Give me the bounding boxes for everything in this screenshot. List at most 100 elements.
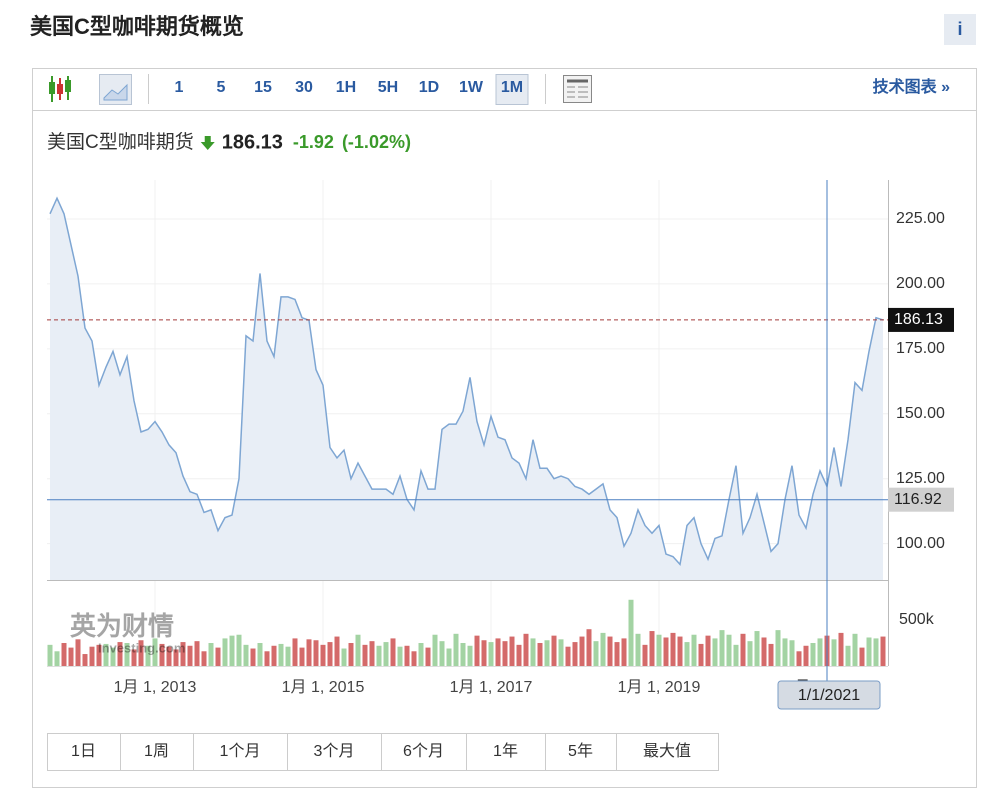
interval-button[interactable]: 1H	[336, 79, 356, 96]
last-price-label: 186.13	[894, 311, 943, 328]
volume-bar	[446, 648, 452, 666]
quote-change: -1.92	[293, 132, 334, 152]
volume-bar	[831, 639, 837, 666]
title: 美国C型咖啡期货概览	[30, 14, 244, 39]
volume-bar	[369, 641, 375, 666]
interval-button[interactable]: 1D	[419, 79, 439, 96]
volume-bar	[68, 647, 74, 666]
volume-bar	[572, 642, 578, 666]
volume-bar	[166, 646, 172, 666]
quote-last: 186.13	[222, 131, 283, 153]
volume-bar	[740, 633, 746, 666]
volume-bar	[670, 632, 676, 666]
interval-button[interactable]: 1	[175, 79, 184, 96]
interval-selected	[495, 74, 529, 105]
interval-button[interactable]: 5	[217, 79, 226, 96]
volume-bar	[418, 643, 424, 666]
volume-bar	[747, 641, 753, 666]
volume-bar	[243, 644, 249, 666]
info-icon[interactable]: i	[957, 19, 962, 39]
volume-bar	[642, 644, 648, 666]
volume-bar	[719, 630, 725, 666]
volume-bar	[425, 647, 431, 666]
volume-bar	[593, 641, 599, 666]
volume-bar	[467, 645, 473, 666]
volume-bar	[236, 634, 242, 666]
range-button[interactable]	[193, 733, 288, 771]
volume-bar	[334, 636, 340, 666]
range-label[interactable]: 5年	[568, 742, 593, 760]
volume-bar	[516, 644, 522, 666]
volume-bar	[677, 636, 683, 666]
candle-icon[interactable]	[49, 76, 71, 102]
range-button[interactable]	[287, 733, 382, 771]
range-button[interactable]	[616, 733, 719, 771]
y-tick-label: 150.00	[896, 405, 945, 422]
volume-bar	[845, 645, 851, 666]
volume-bar	[103, 643, 109, 666]
volume-bar	[250, 648, 256, 666]
volume-bar	[852, 633, 858, 666]
volume-bar	[768, 643, 774, 666]
range-label[interactable]: 最大值	[643, 742, 691, 760]
technical-link[interactable]: 技术图表 »	[873, 77, 950, 96]
volume-bar	[180, 642, 186, 666]
range-label[interactable]: 1日	[71, 743, 96, 760]
info-button[interactable]	[944, 14, 976, 45]
range-button[interactable]	[545, 733, 617, 771]
interval-button[interactable]: 15	[254, 79, 272, 96]
volume-bar	[817, 638, 823, 666]
volume-bar	[495, 638, 501, 666]
volume-bar	[229, 635, 235, 666]
volume-bar	[215, 647, 221, 666]
range-label[interactable]: 1个月	[220, 742, 261, 760]
volume-bar	[607, 636, 613, 666]
volume-bar	[285, 646, 291, 666]
range-label[interactable]: 3个月	[314, 742, 355, 760]
volume-bar	[320, 644, 326, 666]
volume-tick-label: 500k	[899, 611, 935, 628]
volume-bar	[782, 638, 788, 666]
table-icon[interactable]	[563, 75, 592, 103]
y-tick-label: 125.00	[896, 470, 945, 487]
y-tick-label: 200.00	[896, 275, 945, 292]
range-button[interactable]	[47, 733, 121, 771]
volume-bar	[509, 636, 515, 666]
volume-bar	[866, 637, 872, 666]
volume-bar	[859, 647, 865, 666]
range-label[interactable]: 1年	[493, 742, 518, 760]
volume-bar	[635, 633, 641, 666]
volume-bar	[726, 634, 732, 666]
volume-bar	[383, 642, 389, 666]
crosshair-y-box	[888, 487, 954, 512]
volume-bar	[558, 639, 564, 666]
volume-bar	[82, 654, 88, 666]
range-button[interactable]	[120, 733, 194, 771]
volume-bar	[404, 645, 410, 666]
interval-button[interactable]: 1W	[459, 79, 484, 96]
volume-bar	[411, 651, 417, 666]
interval-button[interactable]: 5H	[378, 79, 398, 96]
range-label[interactable]: 6个月	[403, 742, 444, 760]
x-tick-label: 1月 1, 2013	[114, 679, 197, 696]
interval-button[interactable]: 1M	[501, 79, 523, 96]
volume-bar	[691, 634, 697, 666]
volume-bar	[712, 638, 718, 666]
volume-bar	[530, 638, 536, 666]
interval-button[interactable]: 30	[295, 79, 313, 96]
volume-bar	[159, 643, 165, 666]
down-arrow	[200, 136, 215, 150]
crosshair-y-label: 116.92	[894, 491, 942, 508]
volume-bar	[257, 643, 263, 666]
volume-bar	[628, 599, 634, 666]
volume-bar	[775, 630, 781, 666]
volume-bar	[54, 651, 60, 666]
volume-bar	[600, 632, 606, 666]
range-button[interactable]	[466, 733, 546, 771]
volume-bar	[397, 646, 403, 666]
volume-bar	[663, 637, 669, 666]
range-label[interactable]: 1周	[144, 743, 169, 760]
plot: 1月 1, 2013 1月 1, 2015 1月 1, 2017 1月 1, 2019…	[47, 180, 954, 710]
